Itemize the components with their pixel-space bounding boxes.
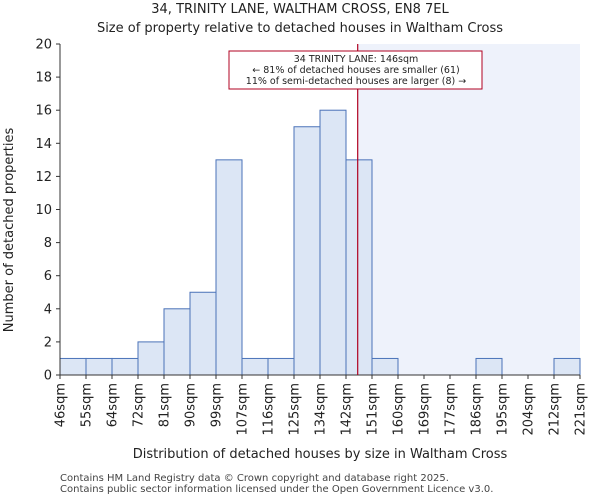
x-tick-label-186sqm: 186sqm bbox=[470, 383, 485, 436]
footer-line1: Contains HM Land Registry data © Crown c… bbox=[60, 473, 449, 484]
y-tick-label-18: 18 bbox=[35, 71, 52, 86]
bar-125sqm bbox=[293, 126, 321, 376]
x-tick-label-64sqm: 64sqm bbox=[106, 383, 121, 427]
x-tick-label-204sqm: 204sqm bbox=[522, 383, 537, 436]
bar-186sqm bbox=[475, 357, 503, 376]
x-tick-label-151sqm: 151sqm bbox=[366, 383, 381, 436]
x-tick-label-142sqm: 142sqm bbox=[340, 383, 355, 436]
y-tick-label-6: 6 bbox=[44, 269, 52, 284]
x-tick-label-81sqm: 81sqm bbox=[158, 383, 173, 427]
bar-107sqm bbox=[241, 357, 269, 376]
y-tick-label-16: 16 bbox=[35, 104, 52, 119]
chart-title-line2: Size of property relative to detached ho… bbox=[96, 21, 504, 36]
x-tick-label-46sqm: 46sqm bbox=[54, 383, 69, 427]
y-tick-label-0: 0 bbox=[44, 369, 52, 384]
bar-81sqm bbox=[163, 308, 191, 376]
annotation-line2: ← 81% of detached houses are smaller (61… bbox=[252, 65, 459, 76]
x-tick-label-116sqm: 116sqm bbox=[262, 383, 277, 436]
footer-line2: Contains public sector information licen… bbox=[60, 484, 494, 495]
bar-55sqm bbox=[85, 357, 113, 376]
y-tick-label-12: 12 bbox=[35, 170, 52, 185]
bar-46sqm bbox=[59, 357, 87, 376]
bar-64sqm bbox=[111, 357, 139, 376]
bar-142sqm bbox=[345, 159, 373, 376]
x-tick-label-99sqm: 99sqm bbox=[210, 383, 225, 427]
x-tick-label-212sqm: 212sqm bbox=[548, 383, 563, 436]
bar-72sqm bbox=[137, 341, 165, 376]
annotation-line1: 34 TRINITY LANE: 146sqm bbox=[294, 54, 419, 65]
y-tick-label-4: 4 bbox=[44, 302, 52, 317]
annotation-box bbox=[228, 50, 483, 90]
y-tick-label-10: 10 bbox=[35, 203, 52, 218]
bar-90sqm bbox=[189, 291, 217, 376]
y-tick-label-14: 14 bbox=[35, 137, 52, 152]
annotation-line3: 11% of semi-detached houses are larger (… bbox=[246, 76, 466, 87]
x-tick-label-221sqm: 221sqm bbox=[574, 383, 589, 436]
x-tick-label-107sqm: 107sqm bbox=[236, 383, 251, 436]
bar-134sqm bbox=[319, 109, 347, 376]
x-tick-label-72sqm: 72sqm bbox=[132, 383, 147, 427]
y-tick-label-2: 2 bbox=[44, 335, 52, 350]
x-tick-label-55sqm: 55sqm bbox=[80, 383, 95, 427]
shaded-region bbox=[357, 44, 580, 375]
x-tick-label-160sqm: 160sqm bbox=[392, 383, 407, 436]
bar-151sqm bbox=[371, 357, 399, 376]
chart-title-line1: 34, TRINITY LANE, WALTHAM CROSS, EN8 7EL bbox=[151, 2, 449, 17]
bar-212sqm bbox=[553, 357, 581, 376]
x-tick-label-134sqm: 134sqm bbox=[314, 383, 329, 436]
x-tick-label-195sqm: 195sqm bbox=[496, 383, 511, 436]
x-tick-label-177sqm: 177sqm bbox=[444, 383, 459, 436]
bar-116sqm bbox=[267, 357, 295, 376]
y-tick-label-8: 8 bbox=[44, 236, 52, 251]
x-tick-label-90sqm: 90sqm bbox=[184, 383, 199, 427]
bar-99sqm bbox=[215, 159, 243, 376]
y-tick-label-20: 20 bbox=[35, 38, 52, 53]
x-tick-label-125sqm: 125sqm bbox=[288, 383, 303, 436]
x-tick-label-169sqm: 169sqm bbox=[418, 383, 433, 436]
x-axis-label: Distribution of detached houses by size … bbox=[133, 447, 508, 462]
y-axis-label: Number of detached properties bbox=[2, 128, 17, 333]
